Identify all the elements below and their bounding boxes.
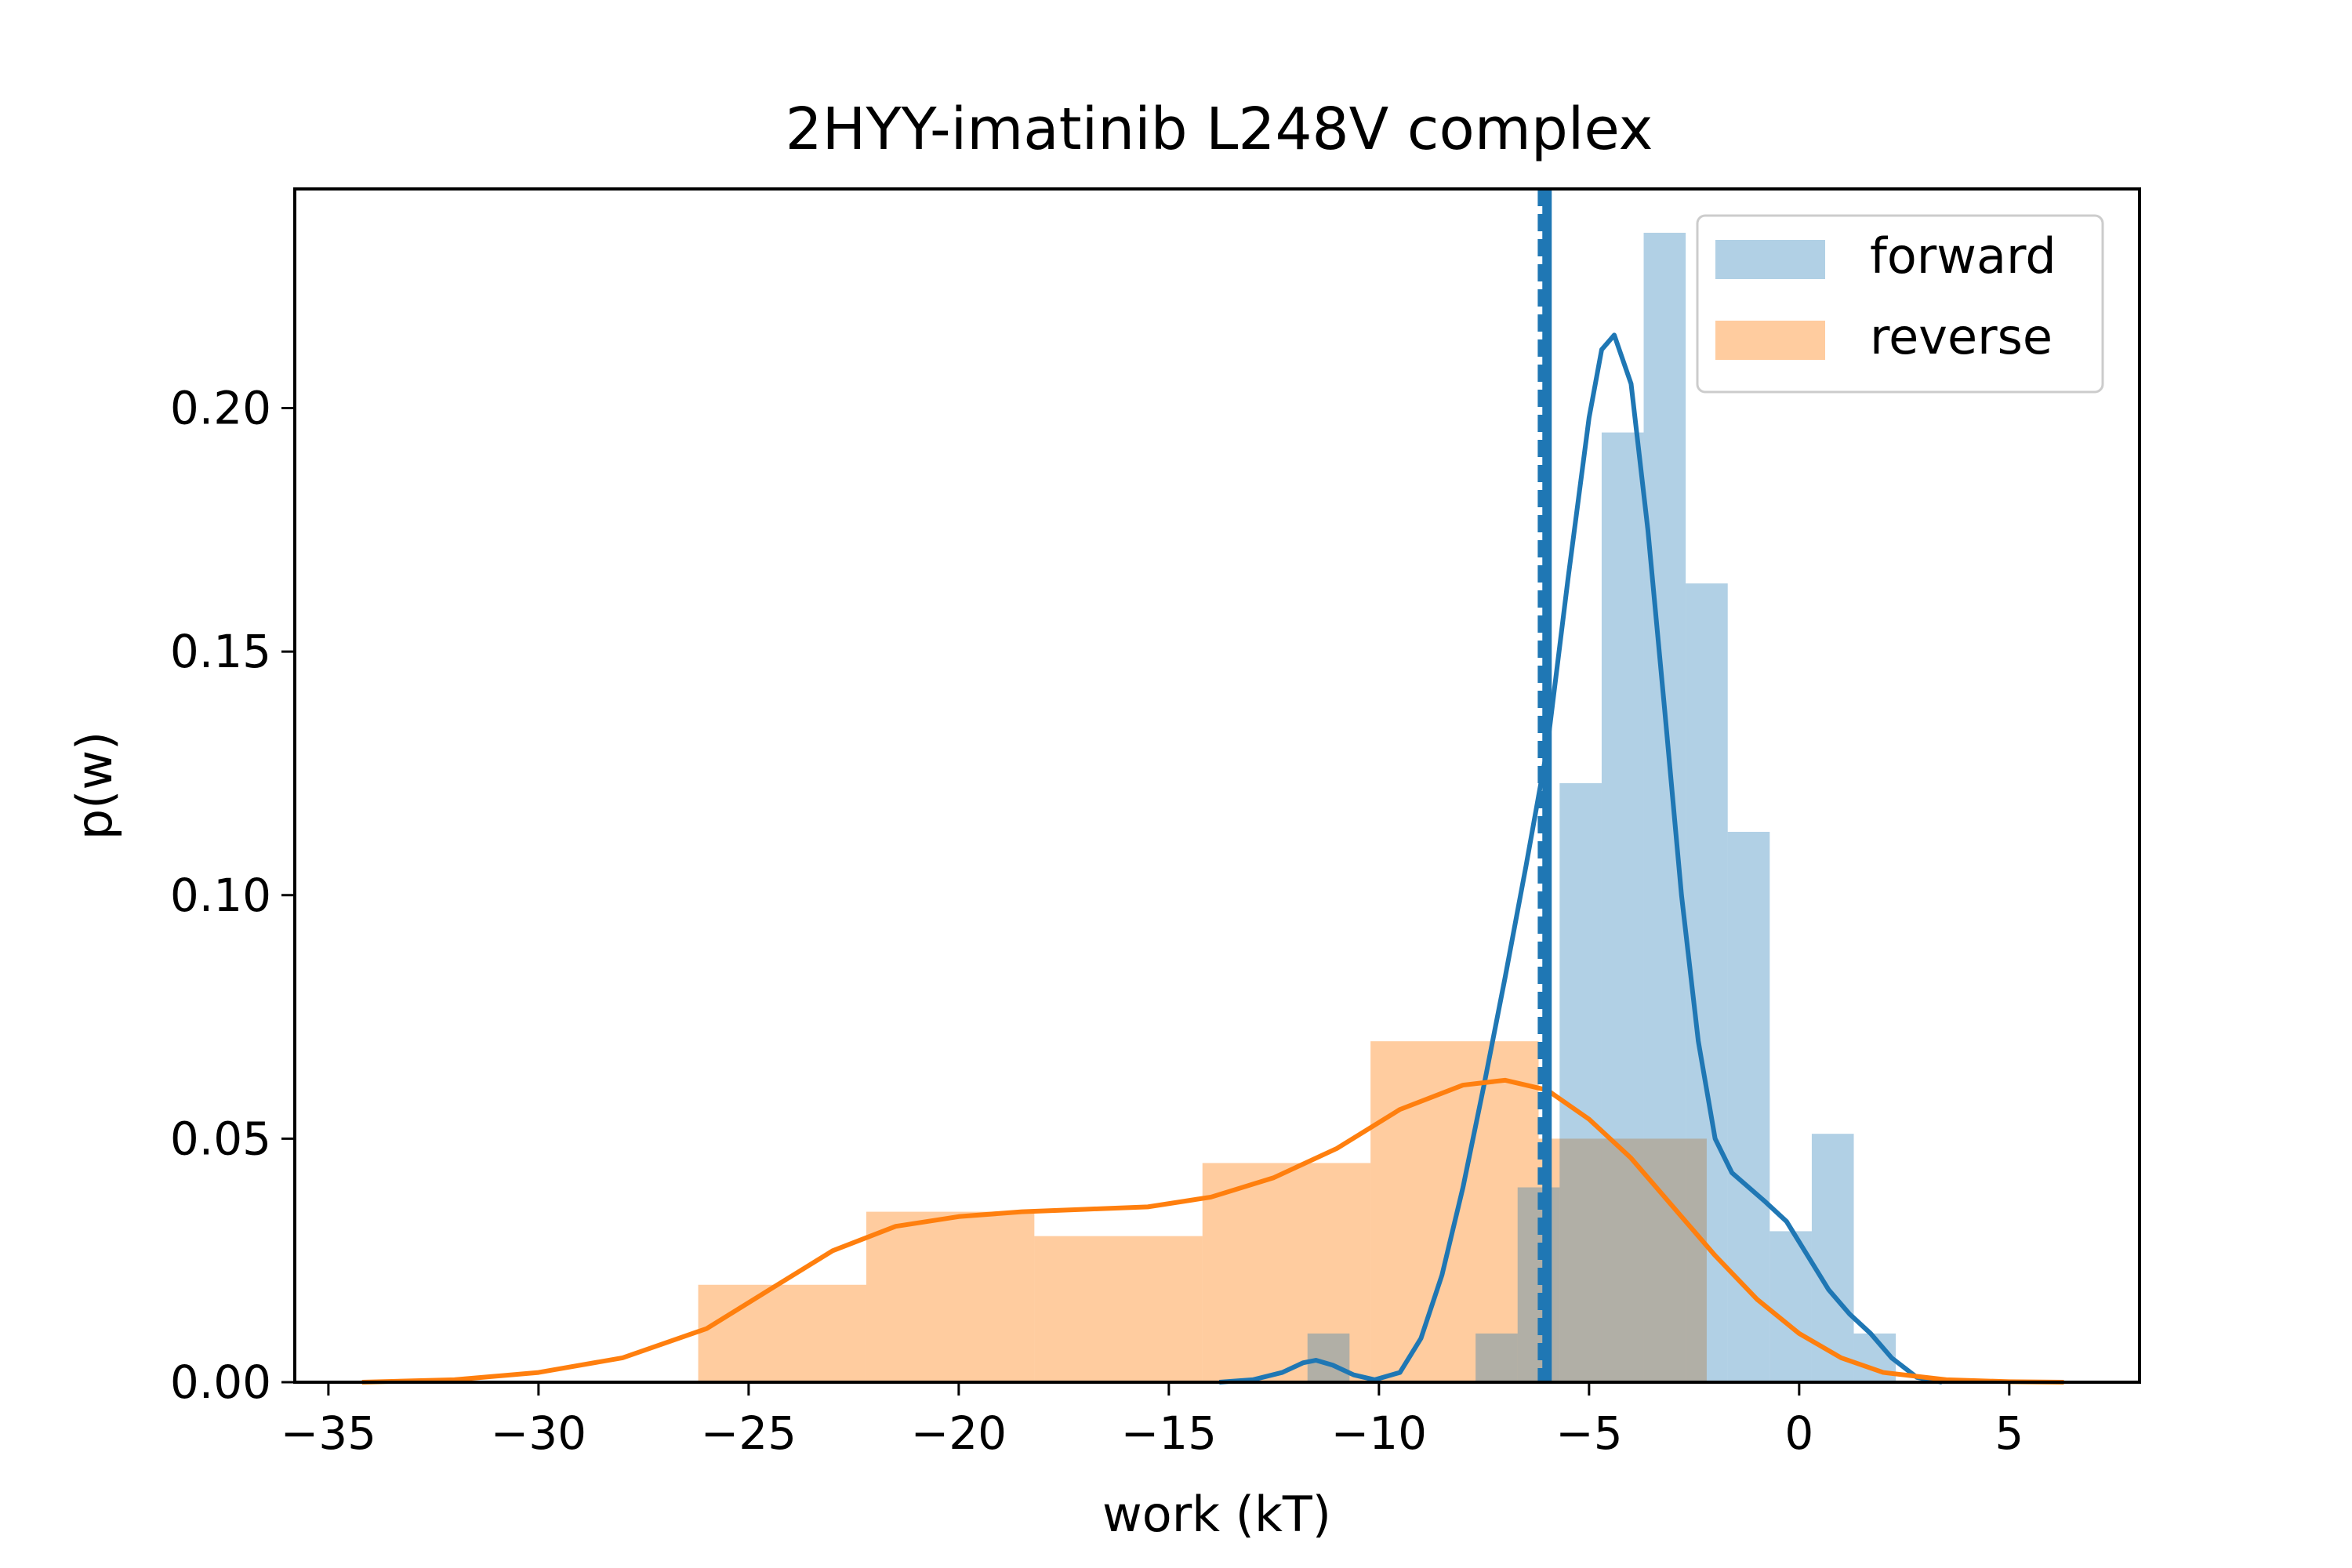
- x-tick-label: 5: [1994, 1406, 2024, 1460]
- legend: forward reverse: [1696, 214, 2104, 394]
- histogram-reverse: [698, 1041, 1707, 1382]
- bar-forward-7: [1559, 782, 1602, 1382]
- x-axis: −35 −30 −25 −20 −15 −10 −5 0 5: [281, 1382, 2024, 1460]
- x-tick-label: −25: [701, 1406, 797, 1460]
- bar-forward-11: [1727, 832, 1770, 1382]
- plot-area: [361, 189, 2064, 1385]
- legend-label-forward: forward: [1870, 227, 2056, 285]
- bar-forward-12: [1769, 1231, 1812, 1382]
- x-tick-label: −35: [281, 1406, 376, 1460]
- bar-forward-13: [1811, 1134, 1854, 1382]
- y-tick-label: 0.20: [170, 382, 271, 435]
- chart-title: 2HYY-imatinib L248V complex: [786, 96, 1653, 163]
- bar-reverse-3: [1202, 1163, 1371, 1382]
- bar-reverse-5: [1538, 1138, 1707, 1382]
- x-tick-label: 0: [1784, 1406, 1813, 1460]
- y-tick-label: 0.05: [170, 1112, 271, 1165]
- x-tick-label: −5: [1555, 1406, 1623, 1460]
- y-tick-label: 0.10: [170, 869, 271, 922]
- y-tick-label: 0.00: [170, 1356, 271, 1409]
- kde-line-reverse: [361, 1077, 2064, 1385]
- y-axis-label: p(w): [66, 731, 123, 840]
- legend-swatch-reverse: [1715, 321, 1825, 360]
- x-axis-label: work (kT): [1102, 1486, 1331, 1543]
- bar-forward-5: [1475, 1333, 1518, 1382]
- bar-reverse-2: [1034, 1236, 1203, 1382]
- bar-reverse-4: [1370, 1041, 1539, 1382]
- bar-reverse-0: [698, 1284, 866, 1382]
- y-tick-label: 0.15: [170, 625, 271, 678]
- x-tick-label: −10: [1331, 1406, 1427, 1460]
- kde-line-forward: [1218, 332, 1943, 1385]
- y-axis: 0.00 0.05 0.10 0.15 0.20: [170, 382, 295, 1409]
- legend-swatch-forward: [1715, 240, 1825, 279]
- x-tick-label: −30: [491, 1406, 586, 1460]
- plot-frame: [293, 187, 2141, 1384]
- bar-forward-8: [1601, 432, 1644, 1382]
- x-tick-label: −15: [1121, 1406, 1217, 1460]
- bar-reverse-1: [866, 1211, 1035, 1382]
- legend-box: [1696, 214, 2104, 394]
- legend-label-reverse: reverse: [1870, 308, 2053, 365]
- bar-forward-9: [1643, 232, 1686, 1383]
- bar-forward-1: [1307, 1333, 1350, 1382]
- x-tick-label: −20: [911, 1406, 1007, 1460]
